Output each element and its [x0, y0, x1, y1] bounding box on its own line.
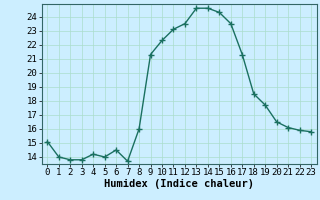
X-axis label: Humidex (Indice chaleur): Humidex (Indice chaleur) [104, 179, 254, 189]
